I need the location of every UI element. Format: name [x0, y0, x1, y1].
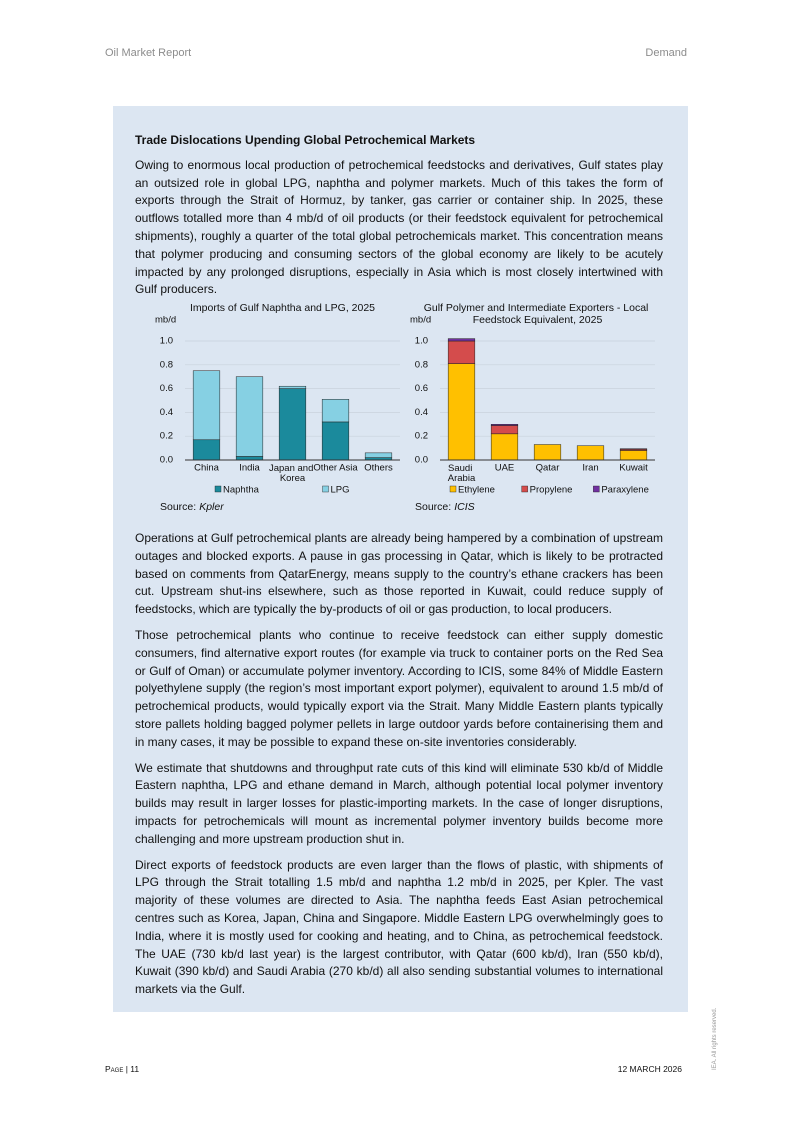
legend-label: Naphtha [223, 485, 260, 496]
bar-segment [447, 340, 476, 364]
y-tick-label: 0.8 [160, 359, 173, 370]
x-tick-label: India [239, 463, 260, 474]
y-tick-label: 0.6 [160, 383, 173, 394]
bar-segment [576, 445, 605, 461]
y-axis-label: mb/d [410, 315, 431, 326]
intro: Trade Dislocations Upending Global Petro… [135, 132, 663, 307]
legend-swatch [449, 485, 457, 493]
bar-segment [192, 439, 221, 461]
legend-label: Ethylene [458, 485, 495, 496]
legend-swatch [593, 485, 600, 493]
paragraph: Operations at Gulf petrochemical plants … [135, 531, 663, 617]
x-tick-label: Kuwait [619, 463, 648, 474]
x-tick-label: Japan and Korea [269, 463, 316, 484]
bar-segment [278, 385, 307, 389]
legend-swatch [521, 485, 528, 493]
x-tick-label: Others [364, 463, 393, 474]
x-tick-label: Other Asia [313, 463, 358, 474]
x-tick-label: Saudi Arabia [448, 463, 476, 484]
paragraph: Owing to enormous local production of pe… [135, 157, 663, 297]
bar-segment [278, 388, 307, 461]
legend-label: LPG [331, 485, 350, 496]
paragraph: Those petrochemical plants who continue … [135, 627, 663, 749]
charts: Imports of Gulf Naphtha and LPG, 2025 mb/… [155, 302, 655, 513]
page-number: Page | 11 [105, 1064, 140, 1074]
y-tick-label: 0.2 [415, 431, 428, 442]
x-tick-label: Iran [582, 463, 598, 474]
x-tick-label: China [194, 463, 220, 474]
box-title: Trade Dislocations Upending Global Petro… [135, 133, 476, 147]
bar-segment [447, 338, 476, 342]
y-tick-label: 0.6 [415, 383, 428, 394]
y-tick-label: 1.0 [160, 336, 173, 347]
text-box: Trade Dislocations Upending Global Petro… [113, 106, 688, 1012]
bar-segment [490, 425, 519, 435]
y-tick-label: 0.0 [415, 455, 428, 466]
bar-segment [321, 399, 350, 423]
date: 12 MARCH 2026 [617, 1064, 682, 1074]
bar-segment [192, 370, 221, 441]
y-tick-label: 0.8 [415, 359, 428, 370]
chart-title: Gulf Polymer and Intermediate Exporters … [424, 302, 652, 326]
bar-segment [619, 450, 648, 461]
paragraph: We estimate that shutdowns and throughpu… [135, 760, 663, 846]
body-text: Operations at Gulf petrochemical plants … [135, 530, 663, 1007]
y-tick-label: 0.0 [160, 455, 173, 466]
source-label: Source: [415, 501, 451, 513]
bar-segment [490, 433, 519, 461]
bar-segment [235, 376, 264, 457]
bar-segment [490, 424, 519, 426]
bar-segment [533, 444, 562, 461]
y-axis-label: mb/d [155, 315, 176, 326]
source-label: Source: [160, 501, 196, 513]
header-left: Oil Market Report [105, 47, 192, 59]
y-tick-label: 0.2 [160, 431, 173, 442]
legend-swatch [322, 485, 329, 493]
source: Kpler [199, 501, 224, 513]
paragraph: Direct exports of feedstock products are… [135, 857, 663, 997]
y-tick-label: 0.4 [415, 407, 428, 418]
bar-segment [235, 456, 264, 461]
bar-segment [321, 421, 350, 461]
chart-title: Imports of Gulf Naphtha and LPG, 2025 [190, 302, 375, 314]
source: ICIS [454, 501, 474, 513]
y-tick-label: 0.4 [160, 407, 173, 418]
bar-segment [447, 363, 476, 461]
header-right: Demand [645, 47, 687, 59]
legend-label: Propylene [530, 485, 573, 496]
x-tick-label: Qatar [536, 463, 560, 474]
legend-label: Paraxylene [601, 485, 649, 496]
bar-segment [364, 452, 393, 458]
x-tick-label: UAE [495, 463, 515, 474]
legend-swatch [214, 485, 222, 493]
rights: IEA. All rights reserved. [712, 1007, 718, 1070]
y-tick-label: 1.0 [415, 336, 428, 347]
bar-segment [619, 448, 648, 450]
